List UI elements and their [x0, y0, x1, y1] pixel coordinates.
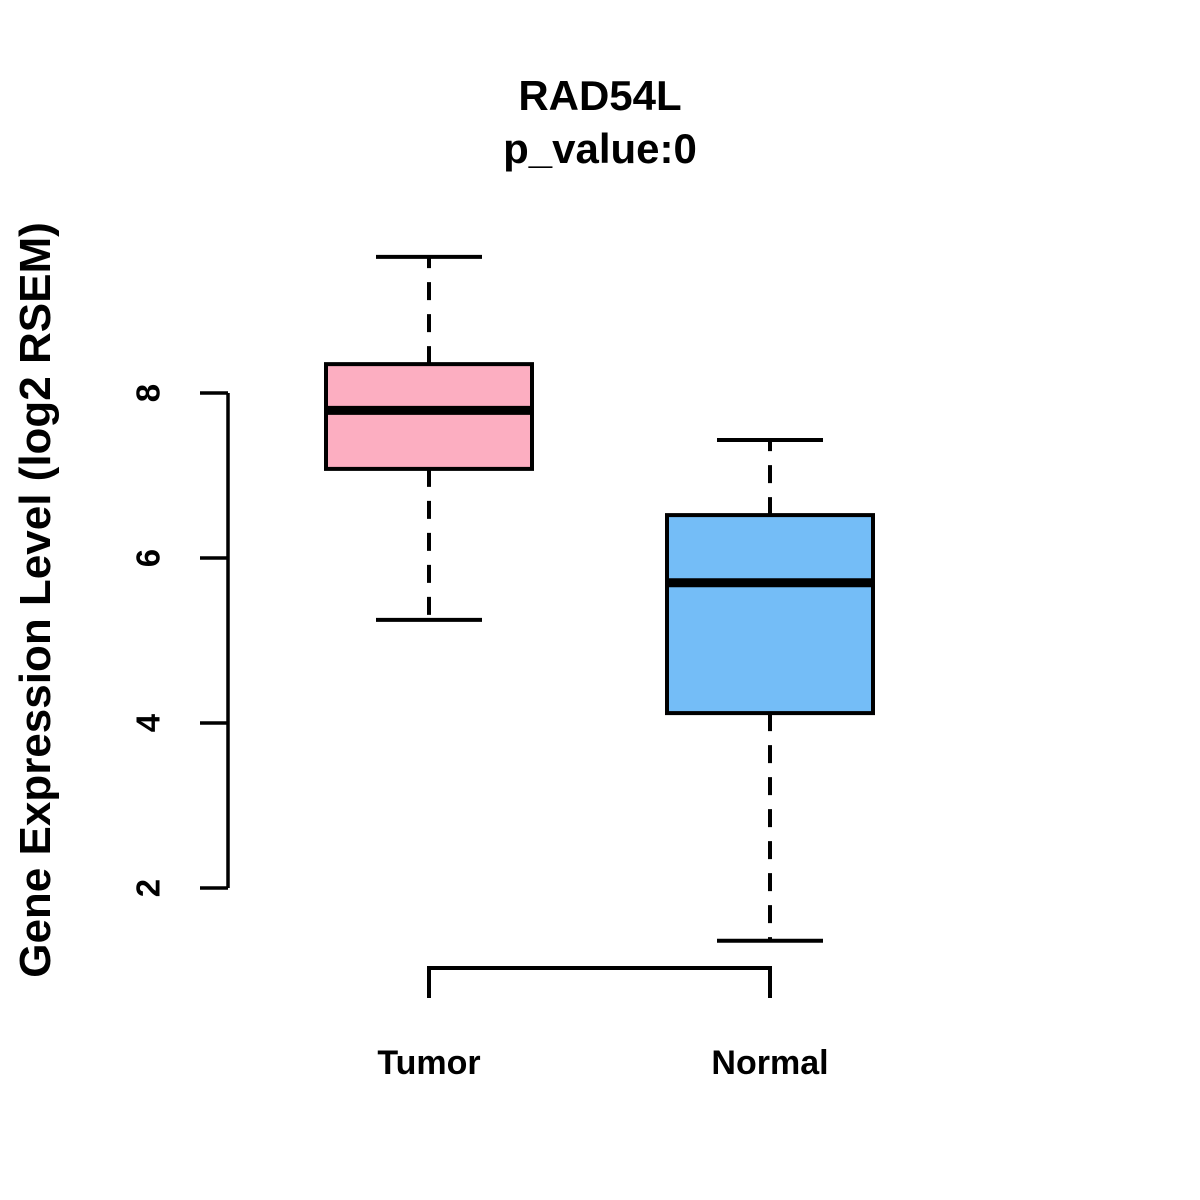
box-normal	[665, 513, 875, 716]
title-block: RAD54L p_value:0	[0, 70, 1200, 176]
chart-subtitle: p_value:0	[503, 124, 697, 172]
chart-title: RAD54L	[518, 72, 682, 119]
x-label-tumor: Tumor	[377, 1044, 480, 1082]
box-tumor	[324, 362, 534, 471]
y-axis-label: Gene Expression Level (log2 RSEM)	[11, 222, 60, 978]
x-label-normal: Normal	[711, 1044, 828, 1082]
comparison-bracket	[427, 966, 772, 998]
y-axis-tick-label: 8	[130, 384, 167, 402]
y-axis-tick-label: 2	[130, 879, 167, 897]
y-axis-tick-label: 6	[130, 549, 167, 567]
y-axis-tick-label: 4	[130, 713, 167, 732]
